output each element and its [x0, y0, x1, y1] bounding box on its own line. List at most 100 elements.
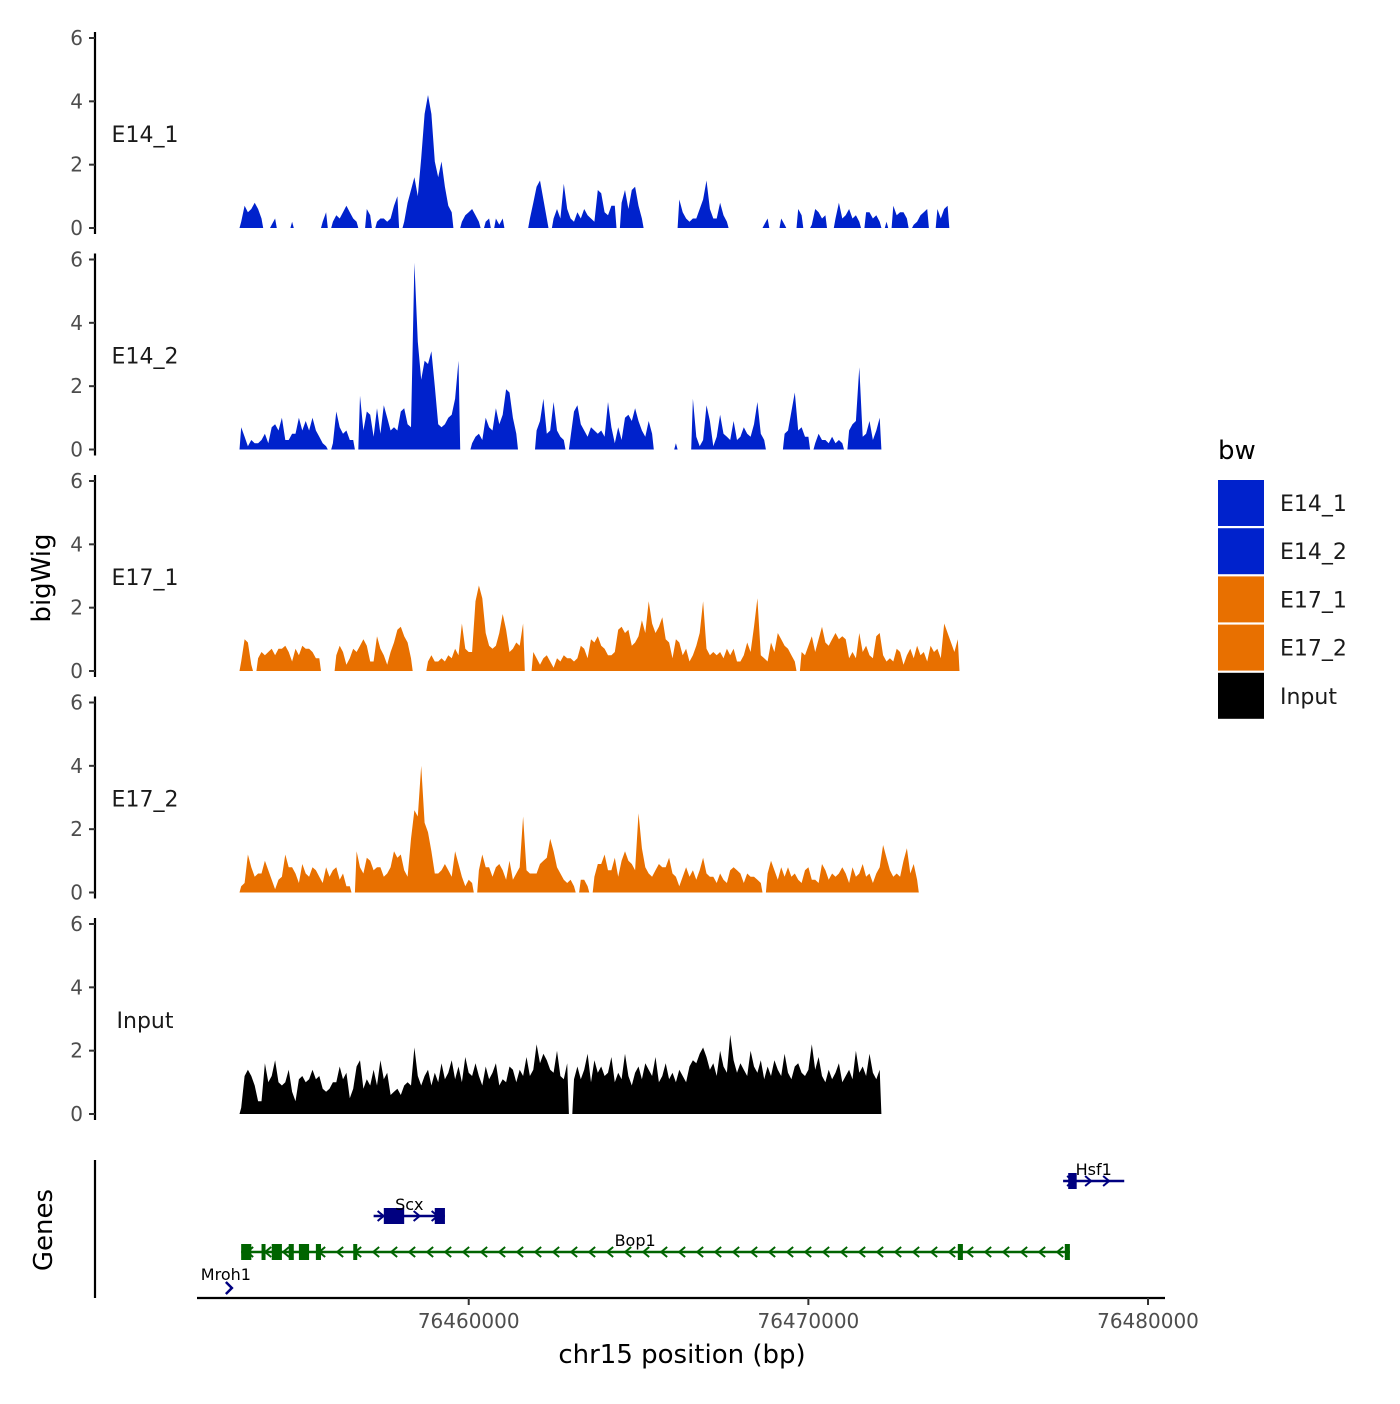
strand-arrow	[749, 1246, 758, 1258]
coverage-area	[494, 218, 505, 228]
exon	[383, 1208, 405, 1224]
strand-arrow	[623, 1246, 632, 1258]
track-panel-Input: 0 2 4 6 Input	[70, 912, 882, 1126]
coverage-area	[782, 392, 811, 450]
legend-swatch	[1218, 624, 1264, 671]
strand-arrow	[1001, 1246, 1010, 1258]
exon	[241, 1244, 252, 1260]
y-tick-label: 4	[70, 89, 83, 113]
coverage-area	[470, 389, 518, 450]
y-tick-label: 6	[70, 248, 83, 272]
gene-hsf1: Hsf1	[1063, 1160, 1125, 1189]
track-label: E14_1	[112, 123, 179, 148]
y-tick-label: 2	[70, 153, 83, 177]
coverage-area	[477, 816, 576, 893]
coverage-area	[354, 765, 474, 893]
strand-arrow	[767, 1246, 776, 1258]
coverage-area	[833, 202, 861, 228]
coverage-area	[765, 845, 919, 893]
coverage-area	[891, 205, 909, 228]
exon	[1064, 1244, 1070, 1260]
strand-arrow	[1084, 1175, 1093, 1187]
legend-swatch	[1218, 480, 1264, 526]
gene-label: Hsf1	[1076, 1160, 1112, 1179]
coverage-area	[796, 209, 804, 228]
x-tick-label: 76460000	[418, 1309, 520, 1333]
strand-arrow	[659, 1246, 668, 1258]
coverage-area	[484, 218, 491, 228]
strand-arrow	[479, 1246, 488, 1258]
strand-arrow	[1102, 1175, 1111, 1187]
coverage-area	[535, 398, 566, 450]
track-label: E14_2	[112, 345, 179, 370]
legend: bw E14_1 E14_2 E17_1 E17_2 Input	[1218, 436, 1347, 719]
coverage-area	[321, 212, 328, 228]
coverage-area	[779, 218, 787, 228]
strand-arrow	[929, 1246, 938, 1258]
gene-label: Mroh1	[201, 1265, 251, 1284]
exon	[271, 1244, 282, 1260]
strand-arrow	[412, 1210, 422, 1222]
coverage-area	[531, 598, 797, 671]
strand-arrow	[605, 1246, 614, 1258]
coverage-area	[358, 262, 461, 450]
x-tick-label: 76480000	[1097, 1309, 1199, 1333]
gene-scx: Scx	[373, 1195, 445, 1224]
coverage-area	[331, 411, 355, 450]
strand-arrow	[1037, 1246, 1046, 1258]
strand-arrow	[443, 1246, 452, 1258]
exon	[288, 1244, 294, 1260]
track-label: Input	[117, 1009, 174, 1034]
y-tick-label: 4	[70, 975, 83, 999]
coverage-area	[239, 854, 352, 893]
y-tick-label: 6	[70, 691, 83, 715]
x-tick-label: 76470000	[757, 1309, 859, 1333]
y-tick-label: 2	[70, 1039, 83, 1063]
track-panel-E14_1: 0 2 4 6 E14_1	[70, 26, 950, 240]
legend-title: bw	[1218, 436, 1256, 466]
coverage-area	[239, 417, 328, 450]
coverage-area	[592, 813, 763, 893]
gene-bop1: Bop1	[241, 1231, 1070, 1260]
strand-arrow	[371, 1246, 380, 1258]
y-tick-label: 0	[70, 438, 83, 462]
y-tick-label: 2	[70, 374, 83, 398]
legend-label: E17_2	[1280, 637, 1347, 662]
gene-label: Scx	[395, 1195, 423, 1214]
exon	[353, 1244, 358, 1260]
coverage-area	[847, 367, 882, 450]
strand-arrow	[965, 1246, 974, 1258]
track-panel-E17_1: 0 2 4 6 E17_1	[70, 469, 960, 683]
coverage-area	[239, 639, 253, 671]
strand-arrow	[731, 1246, 740, 1258]
y-tick-label: 0	[70, 1102, 83, 1126]
coverage-area	[426, 585, 525, 671]
strand-arrow	[893, 1246, 902, 1258]
coverage-area	[239, 1044, 569, 1114]
y-tick-label: 4	[70, 532, 83, 556]
strand-arrow	[947, 1246, 956, 1258]
strand-arrow	[407, 1246, 416, 1258]
strand-arrow	[803, 1246, 812, 1258]
coverage-area	[677, 180, 729, 228]
x-axis: 76460000 76470000 76480000	[197, 1296, 1199, 1333]
strand-arrow	[425, 1246, 434, 1258]
strand-arrow	[983, 1246, 992, 1258]
strand-arrow	[857, 1246, 866, 1258]
coverage-area	[239, 202, 264, 228]
coverage-area	[331, 205, 359, 228]
coverage-area	[365, 209, 372, 228]
strand-arrow	[1055, 1246, 1064, 1258]
exon	[434, 1208, 445, 1224]
exon	[1068, 1173, 1077, 1189]
legend-label: E14_1	[1280, 492, 1347, 517]
legend-swatch	[1218, 576, 1264, 623]
strand-arrow	[821, 1246, 830, 1258]
strand-arrow	[533, 1246, 542, 1258]
track-label: E17_2	[112, 788, 179, 813]
track-panel-E14_2: 0 2 4 6 E14_2	[70, 248, 882, 462]
y-tick-label: 6	[70, 912, 83, 936]
x-axis-title: chr15 position (bp)	[558, 1340, 805, 1370]
coverage-area	[799, 623, 960, 671]
y-tick-label: 4	[70, 311, 83, 335]
